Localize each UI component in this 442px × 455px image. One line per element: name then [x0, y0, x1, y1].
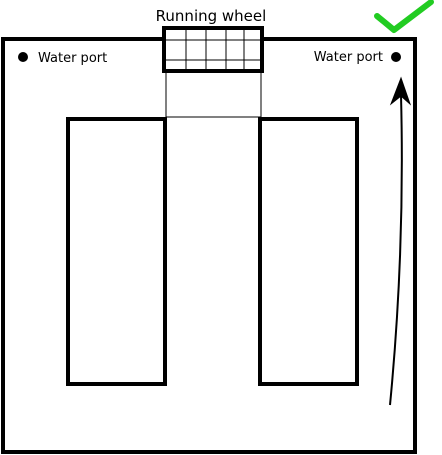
water-port-left-label: Water port [38, 51, 107, 66]
running-wheel [162, 26, 264, 73]
right-block [258, 117, 359, 386]
water-port-left-icon [18, 52, 28, 62]
checkmark-icon [374, 0, 434, 33]
water-port-right-label: Water port [314, 50, 383, 65]
curved-arrow-icon [389, 76, 412, 406]
left-block [66, 117, 167, 386]
running-wheel-label: Running wheel [156, 7, 267, 25]
water-port-right-icon [391, 52, 401, 62]
